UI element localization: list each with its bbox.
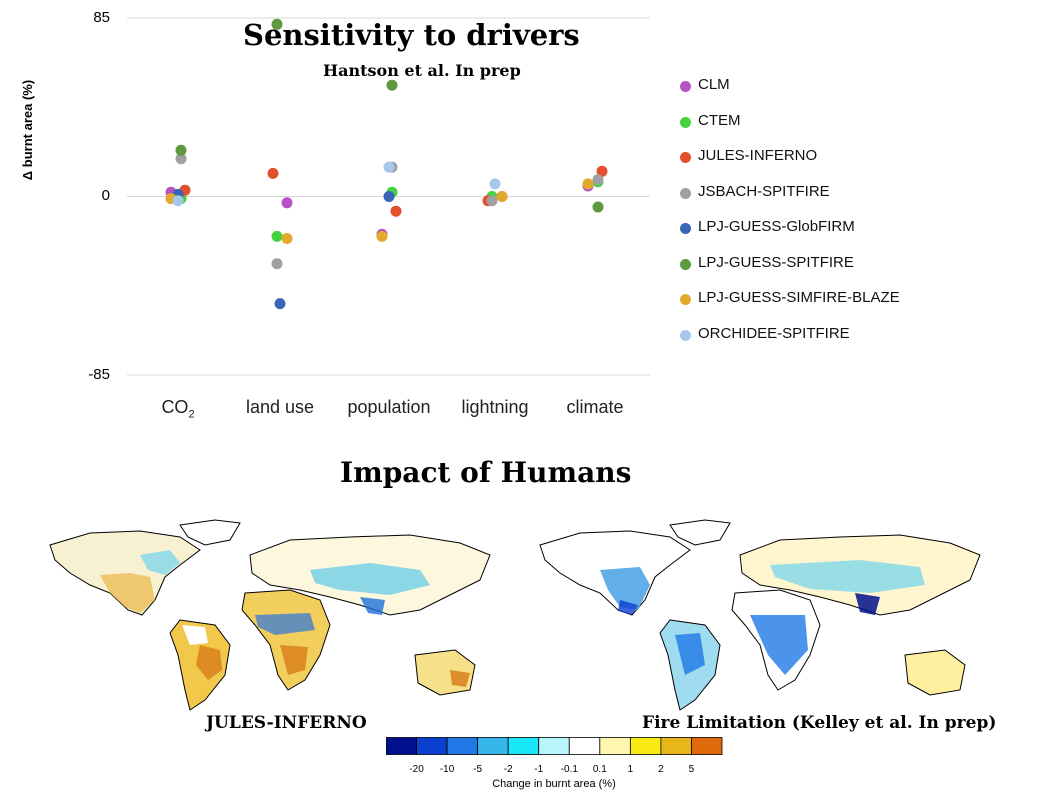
legend-label: LPJ-GUESS-GlobFIRM bbox=[698, 218, 855, 235]
category-climate: climate bbox=[566, 397, 624, 417]
colorbar-segment-8 bbox=[629, 737, 662, 755]
colorbar-tick: -5 bbox=[473, 764, 483, 775]
point-jules-inferno-1 bbox=[267, 167, 279, 179]
colorbar-segment-3 bbox=[477, 737, 509, 755]
colorbar-tick: 2 bbox=[658, 764, 664, 775]
point-lpj-guess-spitfire-2 bbox=[386, 79, 398, 91]
colorbar-tick: -2 bbox=[503, 764, 513, 775]
colorbar-segment-0 bbox=[386, 737, 417, 755]
legend-marker bbox=[680, 116, 691, 128]
point-lpj-guess-simfire-blaze-2 bbox=[376, 230, 388, 242]
legend-label: ORCHIDEE-SPITFIRE bbox=[698, 324, 850, 342]
point-lpj-guess-simfire-blaze-3 bbox=[496, 191, 508, 202]
colorbar-tick: 1 bbox=[627, 764, 634, 775]
point-jsbach-spitfire-4 bbox=[592, 174, 604, 186]
point-lpj-guess-simfire-blaze-1 bbox=[281, 233, 293, 244]
point-jsbach-spitfire-1 bbox=[271, 258, 283, 270]
colorbar-tick: -20 bbox=[409, 764, 424, 775]
legend-label: CTEM bbox=[698, 111, 741, 129]
point-lpj-guess-simfire-blaze-4 bbox=[582, 178, 594, 190]
point-lpj-guess-globfirm-1 bbox=[274, 298, 286, 310]
y-tick-zero: 0 bbox=[101, 187, 110, 204]
point-jsbach-spitfire-3 bbox=[486, 195, 498, 207]
colorbar-tick: -1 bbox=[534, 764, 544, 775]
colorbar-tick: -10 bbox=[439, 764, 455, 775]
colorbar-tick: -0.1 bbox=[560, 764, 578, 775]
colorbar-segment-9 bbox=[660, 737, 692, 755]
colorbar-segment-4 bbox=[507, 737, 540, 755]
point-orchidee-spitfire-3 bbox=[489, 178, 501, 190]
chart-title: Sensitivity to drivers bbox=[243, 18, 580, 52]
legend-marker bbox=[680, 223, 691, 234]
point-jules-inferno-4 bbox=[596, 165, 608, 177]
point-clm-1 bbox=[281, 197, 293, 209]
y-tick-top: 85 bbox=[93, 9, 110, 26]
colorbar-segment-7 bbox=[599, 737, 631, 755]
legend-label: LPJ-GUESS-SIMFIRE-BLAZE bbox=[698, 289, 900, 306]
category-land-use: land use bbox=[245, 397, 315, 417]
legend-label: JULES-INFERNO bbox=[698, 147, 818, 164]
legend-marker bbox=[680, 187, 691, 199]
point-lpj-guess-globfirm-2 bbox=[383, 191, 395, 202]
colorbar-ticks: -20 -10 -5 -2 -1 -0.1 0.1 1 2 5 bbox=[386, 764, 723, 778]
colorbar-label: Change in burnt area (%) bbox=[492, 778, 616, 790]
world-map-left bbox=[49, 519, 491, 711]
legend-marker bbox=[680, 81, 691, 92]
point-jules-inferno-2 bbox=[390, 205, 402, 217]
colorbar-tick: 0.1 bbox=[592, 764, 607, 775]
point-orchidee-spitfire-0 bbox=[172, 195, 184, 207]
category-lightning: lightning bbox=[461, 397, 529, 417]
point-lpj-guess-spitfire-0 bbox=[175, 144, 187, 156]
legend-marker bbox=[680, 258, 691, 270]
map-left-label: JULES-INFERNO bbox=[206, 713, 367, 733]
colorbar-segment-6 bbox=[568, 737, 601, 755]
point-lpj-guess-spitfire-4 bbox=[592, 201, 604, 213]
colorbar-segment-1 bbox=[416, 737, 448, 755]
map-right-label: Fire Limitation (Kelley et al. In prep) bbox=[642, 713, 997, 733]
point-lpj-guess-spitfire-1 bbox=[271, 18, 283, 30]
colorbar bbox=[386, 737, 723, 755]
colorbar-segment-2 bbox=[446, 737, 479, 755]
legend-marker bbox=[680, 152, 691, 163]
category-population: population bbox=[347, 397, 431, 417]
colorbar-segment-10 bbox=[691, 737, 723, 755]
scatter-plot bbox=[127, 17, 650, 376]
legend-marker bbox=[680, 294, 691, 305]
world-map-right bbox=[539, 519, 981, 711]
category-co2: CO2 bbox=[161, 397, 195, 421]
colorbar-tick: 5 bbox=[688, 764, 695, 775]
y-tick-bottom: -85 bbox=[88, 366, 110, 383]
legend-label: JSBACH-SPITFIRE bbox=[698, 182, 830, 200]
section-title: Impact of Humans bbox=[340, 456, 632, 489]
point-jsbach-spitfire-0 bbox=[175, 153, 187, 165]
legend-label: CLM bbox=[698, 76, 730, 93]
point-orchidee-spitfire-2 bbox=[383, 161, 395, 173]
point-ctem-1 bbox=[271, 230, 283, 242]
colorbar-segment-5 bbox=[538, 737, 570, 755]
chart-subtitle: Hantson et al. In prep bbox=[323, 61, 521, 80]
legend-label: LPJ-GUESS-SPITFIRE bbox=[698, 253, 854, 271]
legend-marker bbox=[680, 329, 691, 341]
